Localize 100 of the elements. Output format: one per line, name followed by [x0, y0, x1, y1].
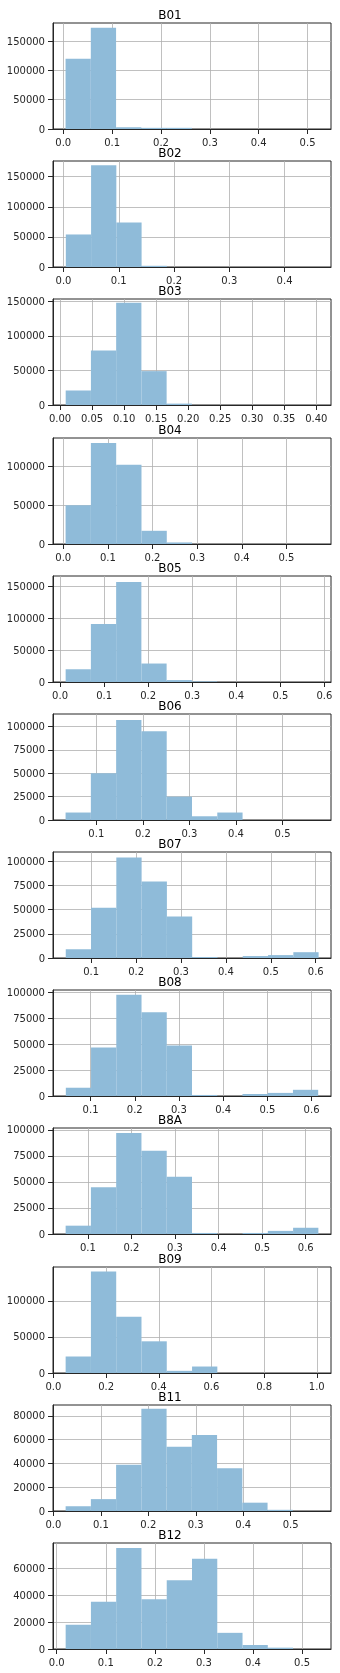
y-tick-label: 0	[38, 1367, 45, 1379]
x-tick-label: 0.2	[146, 1656, 163, 1668]
x-tick-label: 0.4	[228, 689, 245, 701]
y-tick-label: 50000	[13, 365, 45, 377]
x-tick-label: 0.1	[82, 1103, 99, 1115]
x-tick-label: 0.5	[272, 689, 289, 701]
x-tick-label: 0.3	[171, 1103, 187, 1115]
y-tick-label: 150000	[6, 580, 45, 592]
x-tick-label: 0.3	[201, 136, 218, 148]
x-tick-label: 0.5	[294, 1656, 311, 1668]
x-tick-label: 0.25	[209, 412, 232, 424]
x-tick-label: 0.4	[215, 1103, 232, 1115]
x-tick-label: 0.0	[45, 1518, 62, 1530]
chart-title: B07	[158, 837, 182, 852]
x-tick-label: 0.4	[150, 1380, 167, 1392]
y-tick-label: 60000	[13, 1434, 45, 1446]
x-tick-label: 0.00	[48, 412, 72, 424]
y-tick-label: 0	[38, 399, 45, 411]
x-tick-label: 0.0	[52, 689, 68, 701]
chart-title: B04	[158, 422, 182, 437]
y-tick-label: 0	[38, 538, 45, 550]
x-tick-label: 0.30	[241, 412, 264, 424]
y-tick-label: 50000	[13, 1331, 45, 1343]
y-tick-label: 0	[38, 1643, 45, 1655]
x-tick-label: 0.0	[55, 136, 72, 148]
y-tick-label: 25000	[13, 791, 45, 803]
x-tick-label: 0.5	[299, 136, 316, 148]
x-tick-label: 0.15	[145, 412, 168, 424]
x-tick-label: 0.4	[276, 274, 293, 286]
y-tick-label: 100000	[6, 1124, 45, 1136]
chart-title: B08	[158, 975, 182, 990]
chart-title: B09	[158, 1251, 182, 1266]
y-tick-label: 75000	[13, 1150, 45, 1162]
y-tick-label: 150000	[6, 296, 45, 308]
chart-title: B01	[158, 8, 182, 22]
x-tick-label: 0.6	[316, 689, 333, 701]
x-tick-label: 0.2	[134, 827, 151, 839]
y-tick-label: 100000	[6, 612, 45, 624]
y-tick-label: 100000	[6, 201, 45, 213]
y-tick-label: 50000	[13, 904, 45, 916]
y-tick-label: 50000	[13, 644, 45, 656]
x-tick-label: 0.5	[254, 1241, 271, 1253]
x-tick-label: 0.6	[297, 1241, 314, 1253]
y-tick-label: 25000	[13, 1064, 45, 1076]
x-tick-label: 0.3	[184, 689, 201, 701]
x-tick-label: 0.3	[195, 1656, 212, 1668]
y-tick-label: 60000	[13, 1562, 45, 1574]
y-tick-label: 50000	[13, 499, 45, 511]
x-tick-label: 0.2	[128, 965, 145, 977]
x-tick-label: 0.1	[96, 689, 113, 701]
y-tick-label: 100000	[6, 721, 45, 733]
y-tick-label: 25000	[13, 928, 45, 940]
x-tick-label: 0.2	[166, 274, 182, 286]
x-tick-label: 0.3	[167, 1241, 183, 1253]
chart-title: B8A	[157, 1113, 183, 1128]
x-tick-label: 0.4	[250, 136, 267, 148]
y-tick-label: 25000	[13, 1202, 45, 1214]
y-tick-label: 75000	[13, 744, 45, 756]
x-tick-label: 0.5	[278, 551, 295, 563]
chart-title: B02	[158, 146, 182, 161]
x-tick-label: 0.4	[217, 965, 234, 977]
x-tick-label: 0.4	[233, 551, 250, 563]
x-tick-label: 1.0	[308, 1380, 325, 1392]
x-tick-label: 0.4	[245, 1656, 261, 1668]
x-tick-label: 0.4	[235, 1518, 252, 1530]
x-tick-label: 0.3	[189, 551, 206, 563]
y-tick-label: 20000	[13, 1481, 45, 1493]
x-tick-label: 0.0	[48, 1656, 65, 1668]
x-tick-label: 0.6	[307, 965, 324, 977]
x-tick-label: 0.3	[181, 827, 198, 839]
y-tick-label: 75000	[13, 880, 45, 892]
x-tick-label: 0.5	[259, 1103, 276, 1115]
y-tick-label: 75000	[13, 1013, 45, 1025]
x-tick-label: 0.1	[79, 1241, 96, 1253]
y-tick-label: 0	[38, 261, 45, 273]
x-tick-label: 0.1	[104, 136, 121, 148]
x-tick-label: 0.2	[153, 136, 169, 148]
x-tick-label: 0.20	[177, 412, 200, 424]
y-tick-label: 0	[38, 814, 45, 826]
x-tick-label: 0.2	[140, 689, 157, 701]
y-tick-label: 0	[38, 676, 45, 688]
x-tick-label: 0.2	[140, 1518, 157, 1530]
chart-title: B05	[158, 560, 182, 575]
x-tick-label: 0.2	[98, 1380, 115, 1392]
x-tick-label: 0.5	[262, 965, 279, 977]
y-tick-label: 100000	[6, 330, 45, 342]
y-tick-label: 100000	[6, 987, 45, 999]
x-tick-label: 0.35	[273, 412, 296, 424]
y-tick-label: 80000	[13, 1410, 45, 1422]
y-tick-label: 100000	[6, 855, 45, 867]
y-tick-label: 50000	[13, 1176, 45, 1188]
y-tick-label: 100000	[6, 1295, 45, 1307]
y-tick-label: 50000	[13, 1039, 45, 1051]
x-tick-label: 0.2	[126, 1103, 143, 1115]
x-tick-label: 0.1	[110, 274, 127, 286]
chart-title: B06	[158, 698, 182, 713]
x-tick-label: 0.1	[88, 827, 105, 839]
x-tick-label: 0.5	[274, 827, 291, 839]
y-tick-label: 0	[38, 1505, 45, 1517]
x-tick-label: 0.6	[303, 1103, 320, 1115]
